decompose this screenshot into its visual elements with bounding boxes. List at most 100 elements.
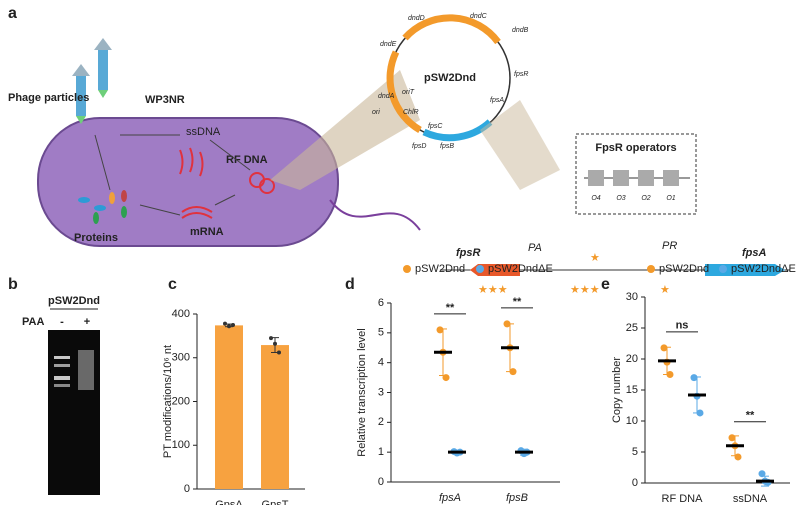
lane-label: - bbox=[60, 316, 64, 328]
y-tick-label: 20 bbox=[626, 353, 638, 365]
y-axis-title: Copy number bbox=[611, 357, 623, 423]
data-point bbox=[442, 374, 450, 382]
gene-label: fpsR bbox=[456, 247, 481, 259]
y-tick-label: 0 bbox=[378, 476, 384, 488]
annotation: ** bbox=[746, 410, 755, 422]
panel-label: e bbox=[601, 276, 610, 293]
x-tick-label: RF DNA bbox=[662, 493, 704, 505]
svg-text:★★★: ★★★ bbox=[478, 284, 508, 296]
cell bbox=[37, 117, 339, 247]
plasmid-gene-label: ChlR bbox=[403, 109, 419, 116]
legend-label: pSW2Dnd bbox=[415, 263, 465, 275]
gene-label: fpsA bbox=[742, 247, 767, 259]
svg-text:★★★: ★★★ bbox=[570, 284, 600, 296]
arrows bbox=[94, 134, 251, 216]
y-tick-label: 4 bbox=[378, 357, 384, 369]
y-tick-label: 400 bbox=[172, 308, 190, 320]
y-axis-title: PT modifications/10⁶ nt bbox=[162, 345, 174, 458]
data-point bbox=[696, 409, 704, 417]
y-tick-label: 0 bbox=[184, 483, 190, 495]
zoom-cone bbox=[270, 70, 420, 190]
operators: O4 O3 O2 O1 bbox=[588, 170, 679, 202]
data-point bbox=[758, 470, 766, 478]
phage-label: Phage particles bbox=[8, 92, 89, 104]
y-tick-label: 3 bbox=[378, 386, 384, 398]
operator-label: O3 bbox=[616, 195, 625, 202]
x-tick-label: ssDNA bbox=[733, 493, 768, 505]
x-tick-label: GpsT bbox=[262, 499, 289, 505]
gel-treatment: PAA bbox=[22, 316, 44, 328]
plasmid-gene-label: ori bbox=[372, 109, 380, 116]
y-tick-label: 25 bbox=[626, 322, 638, 334]
data-point bbox=[728, 434, 736, 442]
legend-marker bbox=[476, 265, 484, 273]
data-point bbox=[223, 321, 227, 326]
plasmid-gene-label: dndB bbox=[512, 27, 529, 34]
y-tick-label: 100 bbox=[172, 439, 190, 451]
operator bbox=[613, 170, 629, 186]
panel-label: d bbox=[345, 276, 355, 293]
y-tick-label: 1 bbox=[378, 446, 384, 458]
data-point bbox=[660, 344, 668, 352]
mrna-label: mRNA bbox=[190, 226, 224, 238]
protein-icons bbox=[78, 190, 127, 224]
plasmid-gene-label: dndA bbox=[378, 93, 395, 100]
y-tick-label: 0 bbox=[632, 477, 638, 489]
y-tick-label: 5 bbox=[378, 327, 384, 339]
data-point bbox=[690, 374, 698, 382]
svg-text:★: ★ bbox=[590, 252, 600, 264]
legend-marker bbox=[403, 265, 411, 273]
operator-label: O4 bbox=[591, 195, 600, 202]
annotation: ns bbox=[676, 320, 689, 332]
host-label: WP3NR bbox=[145, 94, 185, 106]
plasmid-gene-label: dndD bbox=[408, 15, 425, 22]
lane-label: + bbox=[84, 316, 90, 328]
data-point bbox=[277, 350, 281, 355]
legend-label: pSW2DndΔE bbox=[731, 263, 796, 275]
x-tick-label: fpsA bbox=[439, 492, 461, 504]
y-tick-label: 30 bbox=[626, 291, 638, 303]
y-axis-title: Relative transcription level bbox=[356, 328, 368, 456]
legend-marker bbox=[719, 265, 727, 273]
plasmid-genes: dndD dndC dndB dndE dndA oriT ChlR ori fpsC fpsD f… bbox=[372, 13, 529, 150]
y-tick-label: 2 bbox=[378, 416, 384, 428]
y-tick-label: 300 bbox=[172, 352, 190, 364]
plasmid-label: pSW2Dnd bbox=[424, 72, 476, 84]
y-tick-label: 15 bbox=[626, 384, 638, 396]
data-point bbox=[436, 326, 444, 334]
plasmid-gene-label: dndC bbox=[470, 13, 488, 20]
annotation: ** bbox=[446, 302, 455, 314]
legend-marker bbox=[647, 265, 655, 273]
data-point bbox=[734, 453, 742, 461]
proteins-label: Proteins bbox=[74, 232, 118, 244]
legend-label: pSW2Dnd bbox=[659, 263, 709, 275]
promoter-label: PA bbox=[528, 242, 542, 254]
fps-genes bbox=[422, 119, 493, 142]
phage bbox=[72, 38, 112, 124]
data-point bbox=[509, 368, 517, 376]
dnd-genes bbox=[386, 50, 422, 134]
operator bbox=[638, 170, 654, 186]
y-tick-label: 6 bbox=[378, 297, 384, 309]
y-tick-label: 5 bbox=[632, 446, 638, 458]
plasmid-gene-label: fpsA bbox=[490, 97, 504, 104]
y-tick-label: 200 bbox=[172, 395, 190, 407]
data-point bbox=[666, 371, 674, 378]
y-tick-label: 10 bbox=[626, 415, 638, 427]
data-point bbox=[227, 324, 231, 329]
bar bbox=[261, 345, 289, 489]
plasmid-gene-label: fpsR bbox=[514, 71, 528, 78]
plasmid-gene-label: fpsB bbox=[440, 143, 454, 150]
dnd-genes bbox=[402, 14, 501, 45]
data-point bbox=[503, 320, 511, 328]
panel-label: a bbox=[8, 5, 17, 22]
x-tick-label: GpsA bbox=[215, 499, 243, 505]
operator-box bbox=[575, 133, 697, 215]
promoter-label: PR bbox=[662, 240, 677, 252]
annotation: ** bbox=[513, 296, 522, 308]
zoom-cone bbox=[480, 100, 560, 190]
dna-icons bbox=[179, 147, 275, 219]
gel-sample: pSW2Dnd bbox=[48, 295, 100, 307]
operator bbox=[663, 170, 679, 186]
